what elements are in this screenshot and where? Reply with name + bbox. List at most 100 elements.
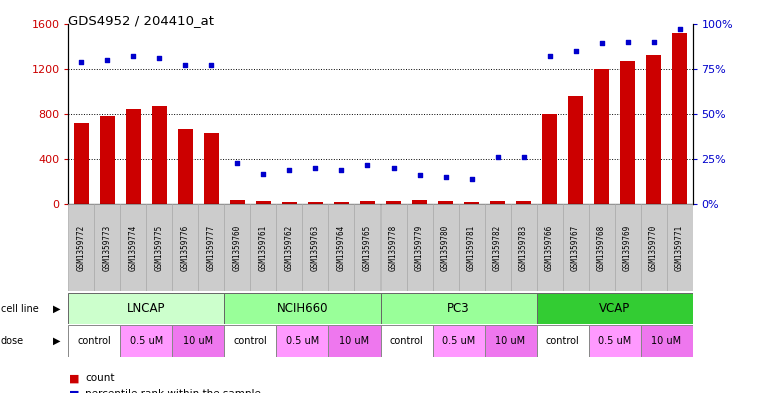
Bar: [355, 204, 380, 291]
Bar: [199, 204, 224, 291]
Bar: [511, 204, 537, 291]
Text: control: control: [546, 336, 579, 346]
Text: GSM1359761: GSM1359761: [259, 224, 268, 271]
Point: [439, 174, 451, 180]
Bar: [120, 325, 173, 357]
Text: ■: ■: [68, 389, 79, 393]
Bar: [329, 204, 355, 291]
Text: 10 uM: 10 uM: [339, 336, 370, 346]
Bar: [282, 202, 297, 204]
Text: GSM1359764: GSM1359764: [337, 224, 346, 271]
Bar: [120, 204, 146, 291]
Bar: [464, 202, 479, 204]
Bar: [458, 204, 485, 291]
Bar: [68, 204, 94, 291]
Bar: [620, 61, 635, 204]
Bar: [250, 204, 276, 291]
Text: control: control: [234, 336, 267, 346]
Bar: [588, 325, 641, 357]
Bar: [537, 204, 562, 291]
Text: ■: ■: [68, 373, 79, 384]
Text: GSM1359776: GSM1359776: [181, 224, 190, 271]
Text: GSM1359779: GSM1359779: [415, 224, 424, 271]
Text: GSM1359777: GSM1359777: [207, 224, 216, 271]
Bar: [68, 293, 224, 324]
Point: [75, 59, 88, 65]
Bar: [303, 204, 329, 291]
Bar: [256, 201, 271, 204]
Bar: [594, 69, 609, 204]
Bar: [517, 201, 530, 204]
Text: GSM1359762: GSM1359762: [285, 224, 294, 271]
Point: [673, 26, 686, 32]
Point: [569, 48, 581, 54]
Text: 10 uM: 10 uM: [651, 336, 682, 346]
Text: control: control: [390, 336, 423, 346]
Point: [127, 53, 139, 59]
Bar: [146, 204, 173, 291]
Point: [336, 167, 348, 173]
Point: [595, 40, 607, 47]
Bar: [641, 204, 667, 291]
Text: GSM1359781: GSM1359781: [467, 224, 476, 271]
Bar: [543, 114, 556, 204]
Bar: [667, 204, 693, 291]
Text: GSM1359765: GSM1359765: [363, 224, 372, 271]
Bar: [276, 325, 329, 357]
Text: ▶: ▶: [53, 336, 61, 346]
Point: [154, 55, 166, 61]
Bar: [432, 325, 485, 357]
Text: 10 uM: 10 uM: [183, 336, 214, 346]
Point: [622, 39, 634, 45]
Point: [101, 57, 113, 63]
Bar: [224, 293, 380, 324]
Text: GSM1359769: GSM1359769: [623, 224, 632, 271]
Text: GSM1359771: GSM1359771: [675, 224, 684, 271]
Text: 0.5 uM: 0.5 uM: [598, 336, 631, 346]
Bar: [432, 204, 458, 291]
Bar: [173, 325, 224, 357]
Bar: [646, 55, 661, 204]
Bar: [641, 325, 693, 357]
Text: 0.5 uM: 0.5 uM: [442, 336, 475, 346]
Text: GSM1359780: GSM1359780: [441, 224, 450, 271]
Bar: [438, 201, 453, 204]
Text: 0.5 uM: 0.5 uM: [130, 336, 163, 346]
Text: dose: dose: [1, 336, 24, 346]
Bar: [562, 204, 588, 291]
Text: LNCAP: LNCAP: [127, 302, 166, 315]
Bar: [94, 204, 120, 291]
Text: GSM1359782: GSM1359782: [493, 224, 502, 271]
Bar: [537, 293, 693, 324]
Text: VCAP: VCAP: [599, 302, 630, 315]
Point: [517, 154, 530, 160]
Point: [180, 62, 192, 68]
Bar: [173, 204, 199, 291]
Text: control: control: [78, 336, 111, 346]
Text: cell line: cell line: [1, 303, 39, 314]
Text: count: count: [85, 373, 115, 384]
Bar: [205, 133, 218, 204]
Bar: [231, 200, 244, 204]
Bar: [100, 116, 115, 204]
Text: GSM1359768: GSM1359768: [597, 224, 606, 271]
Text: NCIH660: NCIH660: [277, 302, 328, 315]
Bar: [485, 204, 511, 291]
Bar: [68, 325, 120, 357]
Text: GSM1359763: GSM1359763: [311, 224, 320, 271]
Bar: [406, 204, 432, 291]
Bar: [588, 204, 614, 291]
Point: [466, 176, 478, 182]
Bar: [361, 201, 374, 204]
Bar: [308, 202, 323, 204]
Bar: [485, 325, 537, 357]
Text: GSM1359783: GSM1359783: [519, 224, 528, 271]
Bar: [614, 204, 641, 291]
Text: PC3: PC3: [447, 302, 470, 315]
Bar: [276, 204, 303, 291]
Bar: [380, 204, 406, 291]
Point: [205, 62, 218, 68]
Bar: [152, 106, 167, 204]
Point: [283, 167, 295, 173]
Bar: [224, 325, 276, 357]
